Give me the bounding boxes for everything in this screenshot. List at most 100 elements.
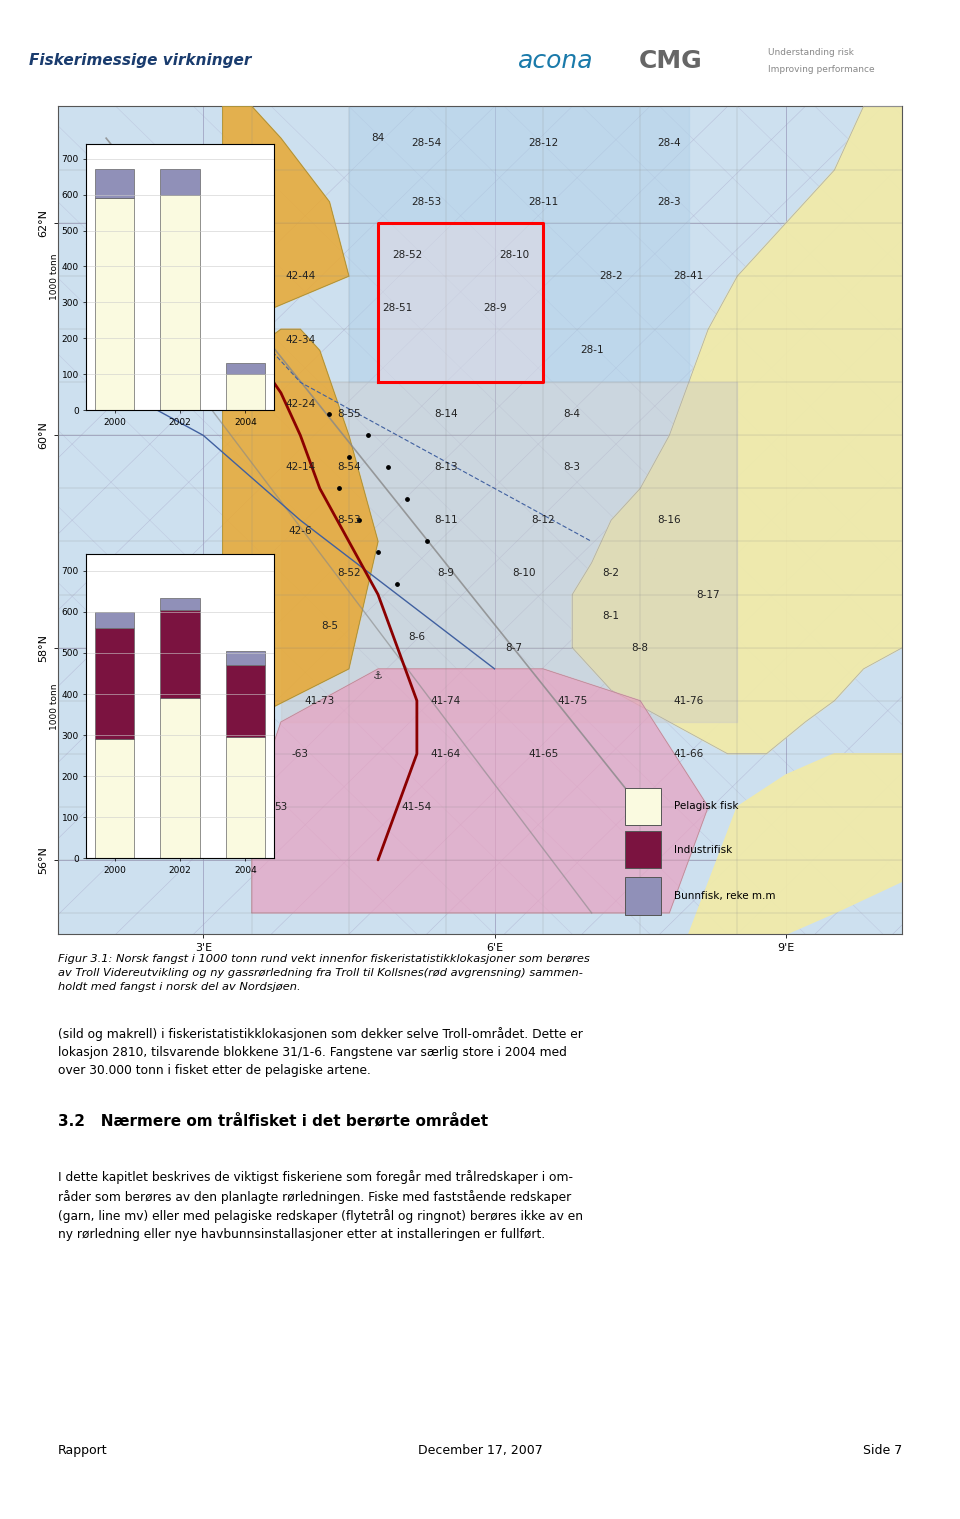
Polygon shape bbox=[252, 668, 708, 913]
Text: 8-9: 8-9 bbox=[438, 568, 454, 579]
Text: 84: 84 bbox=[372, 134, 385, 143]
Text: 41-65: 41-65 bbox=[528, 749, 559, 760]
Text: December 17, 2007: December 17, 2007 bbox=[418, 1445, 542, 1457]
Bar bbox=[160, 699, 200, 858]
Point bbox=[399, 488, 415, 512]
Bar bbox=[95, 197, 134, 410]
Text: Bunnfisk, reke m.m: Bunnfisk, reke m.m bbox=[674, 892, 776, 901]
Point bbox=[351, 507, 367, 532]
Text: 28-54: 28-54 bbox=[412, 138, 442, 149]
Text: 28-2: 28-2 bbox=[599, 272, 623, 281]
Point bbox=[380, 456, 396, 480]
Point bbox=[390, 571, 405, 595]
Text: Improving performance: Improving performance bbox=[768, 65, 875, 74]
Text: 8-4: 8-4 bbox=[564, 409, 581, 419]
Text: 8-5: 8-5 bbox=[321, 621, 338, 632]
Point bbox=[322, 403, 337, 427]
Text: 41-64: 41-64 bbox=[431, 749, 461, 760]
Text: 8-16: 8-16 bbox=[658, 515, 682, 526]
Text: 41-66: 41-66 bbox=[674, 749, 704, 760]
Text: 28-1: 28-1 bbox=[580, 345, 604, 355]
Bar bbox=[160, 597, 200, 609]
Text: 8-7: 8-7 bbox=[506, 643, 522, 653]
Text: 28-52: 28-52 bbox=[392, 251, 422, 260]
Text: 42-34: 42-34 bbox=[285, 334, 316, 345]
Y-axis label: 1000 tonn: 1000 tonn bbox=[50, 254, 59, 301]
Text: 41-76: 41-76 bbox=[674, 696, 704, 706]
Bar bbox=[160, 170, 200, 194]
Text: acona: acona bbox=[518, 49, 594, 73]
Polygon shape bbox=[688, 753, 902, 934]
Text: Understanding risk: Understanding risk bbox=[768, 49, 853, 58]
Bar bbox=[160, 609, 200, 699]
Text: I dette kapitlet beskrives de viktigst fiskeriene som foregår med trålredskaper : I dette kapitlet beskrives de viktigst f… bbox=[58, 1170, 583, 1241]
Point bbox=[419, 529, 434, 553]
Text: 42-14: 42-14 bbox=[285, 462, 316, 472]
Text: 8-53: 8-53 bbox=[337, 515, 361, 526]
Text: Side 7: Side 7 bbox=[863, 1445, 902, 1457]
Text: 8-13: 8-13 bbox=[434, 462, 458, 472]
Text: Fiskerimessige virkninger: Fiskerimessige virkninger bbox=[29, 53, 252, 68]
Bar bbox=[226, 665, 265, 737]
Text: ⚓: ⚓ bbox=[373, 671, 383, 682]
Bar bbox=[226, 737, 265, 858]
Text: 8-14: 8-14 bbox=[434, 409, 458, 419]
Text: 8-1: 8-1 bbox=[603, 611, 619, 621]
Text: Pelagisk fisk: Pelagisk fisk bbox=[674, 802, 738, 811]
Bar bbox=[95, 612, 134, 629]
Text: 41-73: 41-73 bbox=[304, 696, 335, 706]
Text: 28-4: 28-4 bbox=[658, 138, 682, 149]
Text: 28-41: 28-41 bbox=[674, 272, 704, 281]
Bar bbox=[95, 629, 134, 740]
Text: Rapport: Rapport bbox=[58, 1445, 108, 1457]
Polygon shape bbox=[223, 106, 348, 330]
Text: 8-54: 8-54 bbox=[337, 462, 361, 472]
Text: 41-74: 41-74 bbox=[431, 696, 461, 706]
Bar bbox=[95, 740, 134, 858]
Text: 8-11: 8-11 bbox=[434, 515, 458, 526]
Text: 8-6: 8-6 bbox=[408, 632, 425, 643]
Bar bbox=[226, 652, 265, 665]
Text: (sild og makrell) i fiskeristatistikklokasjonen som dekker selve Troll-området. : (sild og makrell) i fiskeristatistikklok… bbox=[58, 1027, 583, 1077]
Text: 28-3: 28-3 bbox=[658, 197, 682, 207]
Text: -63: -63 bbox=[292, 749, 309, 760]
Text: Figur 3.1: Norsk fangst i 1000 tonn rund vekt innenfor fiskeristatistikklokasjon: Figur 3.1: Norsk fangst i 1000 tonn rund… bbox=[58, 954, 589, 992]
Text: 28-11: 28-11 bbox=[528, 197, 559, 207]
Text: 8-52: 8-52 bbox=[337, 568, 361, 579]
Bar bbox=[160, 194, 200, 410]
Text: 8-8: 8-8 bbox=[632, 643, 649, 653]
Text: 8-17: 8-17 bbox=[696, 589, 720, 600]
Text: 41-54: 41-54 bbox=[401, 802, 432, 811]
Text: 42-6: 42-6 bbox=[289, 526, 312, 536]
Bar bbox=[226, 363, 265, 374]
Text: 42-44: 42-44 bbox=[285, 272, 316, 281]
Point bbox=[331, 477, 347, 501]
Point bbox=[371, 539, 386, 564]
Text: 28-51: 28-51 bbox=[382, 302, 413, 313]
Polygon shape bbox=[378, 223, 543, 383]
Polygon shape bbox=[223, 330, 378, 732]
Bar bbox=[226, 374, 265, 410]
Text: 28-53: 28-53 bbox=[412, 197, 442, 207]
Y-axis label: 1000 tonn: 1000 tonn bbox=[50, 684, 59, 729]
Bar bbox=[95, 170, 134, 197]
Text: 8-3: 8-3 bbox=[564, 462, 581, 472]
Text: 28-12: 28-12 bbox=[528, 138, 559, 149]
Text: 41-75: 41-75 bbox=[557, 696, 588, 706]
Polygon shape bbox=[281, 383, 737, 722]
Text: CMG: CMG bbox=[638, 49, 702, 73]
Polygon shape bbox=[572, 106, 902, 753]
Bar bbox=[625, 831, 661, 869]
Text: 8-55: 8-55 bbox=[337, 409, 361, 419]
Point bbox=[361, 424, 376, 448]
Bar bbox=[625, 876, 661, 914]
Point bbox=[341, 445, 356, 469]
Bar bbox=[625, 788, 661, 825]
Text: Industrifisk: Industrifisk bbox=[674, 845, 732, 855]
Text: 28-10: 28-10 bbox=[499, 251, 529, 260]
Text: 8-2: 8-2 bbox=[603, 568, 619, 579]
Text: 3.2   Nærmere om trålfisket i det berørte området: 3.2 Nærmere om trålfisket i det berørte … bbox=[58, 1113, 488, 1129]
Text: 42-24: 42-24 bbox=[285, 398, 316, 409]
Text: 8-10: 8-10 bbox=[512, 568, 536, 579]
Text: 8-12: 8-12 bbox=[531, 515, 555, 526]
